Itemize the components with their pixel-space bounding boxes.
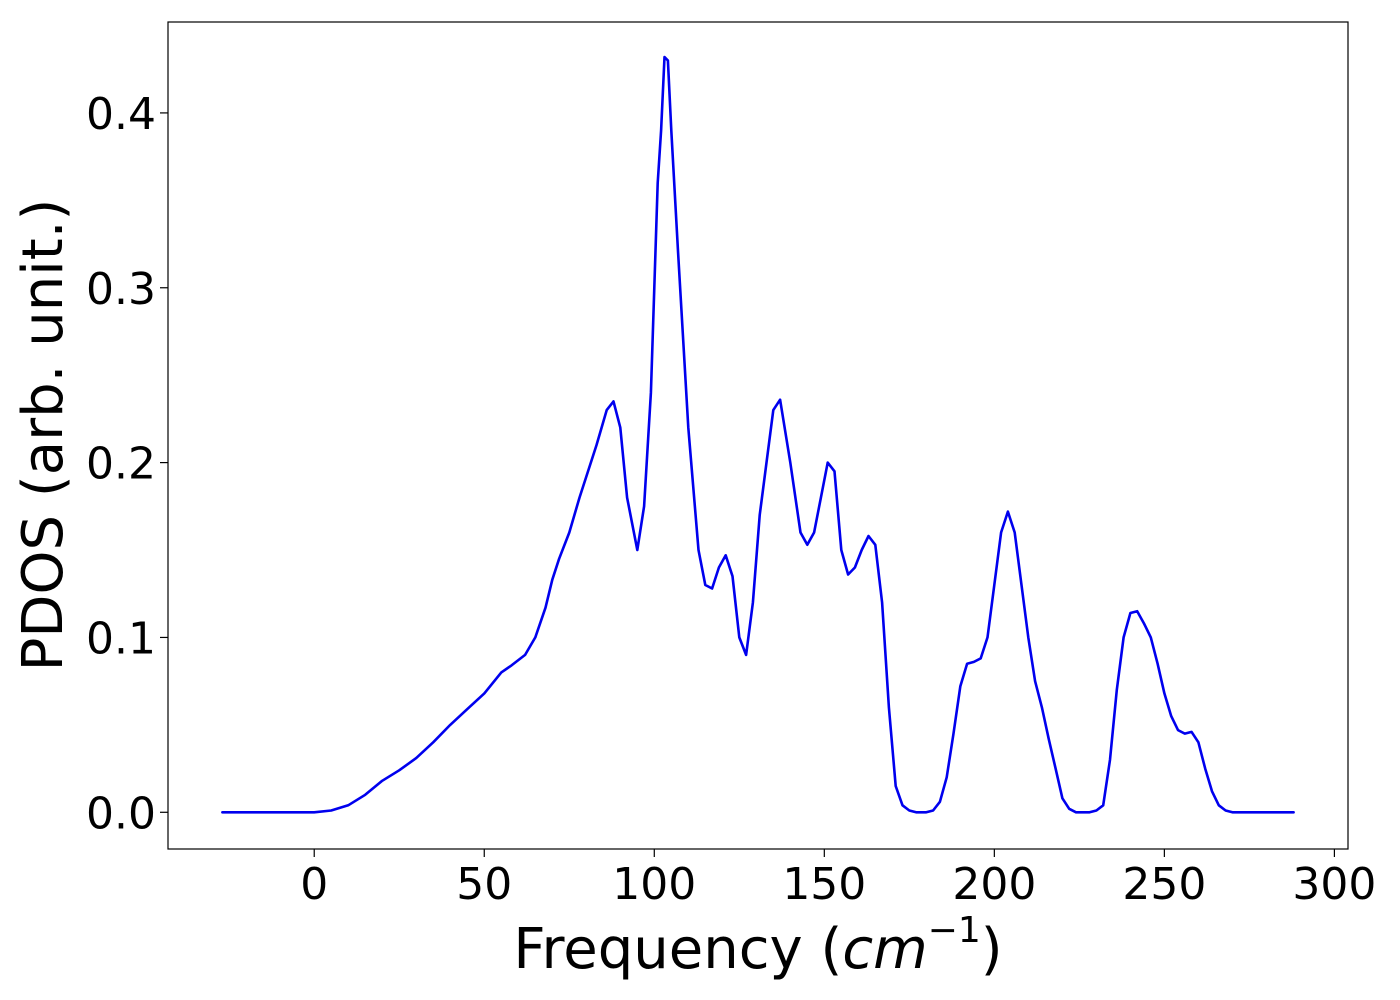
x-axis-label-var: cm — [842, 917, 927, 982]
x-tick-label: 50 — [456, 859, 512, 910]
y-tick-label: 0.3 — [86, 264, 156, 315]
x-tick-label: 150 — [782, 859, 866, 910]
x-axis-label-main: Frequency ( — [513, 917, 842, 982]
plot-frame — [167, 21, 1349, 850]
y-axis: 0.0 0.1 0.2 0.3 0.4 — [86, 89, 168, 839]
x-axis: 0 50 100 150 200 250 300 — [300, 849, 1376, 910]
y-tick-label: 0.4 — [86, 89, 156, 140]
x-tick-label: 300 — [1292, 859, 1376, 910]
y-tick-label: 0.1 — [86, 613, 156, 664]
y-tick-label: 0.0 — [86, 788, 156, 839]
x-tick-label: 200 — [952, 859, 1036, 910]
pdos-line — [221, 55, 1295, 814]
x-axis-label-sup: −1 — [928, 910, 981, 951]
plot-area — [167, 21, 1349, 850]
x-tick-label: 100 — [612, 859, 696, 910]
x-axis-label: Frequency (cm−1) — [513, 910, 1002, 982]
x-tick-label: 250 — [1122, 859, 1206, 910]
x-tick-label: 0 — [300, 859, 328, 910]
y-axis-label: PDOS (arb. unit.) — [11, 199, 76, 672]
x-axis-label-close: ) — [981, 917, 1003, 982]
series-layer — [221, 55, 1295, 814]
y-tick-label: 0.2 — [86, 439, 156, 490]
